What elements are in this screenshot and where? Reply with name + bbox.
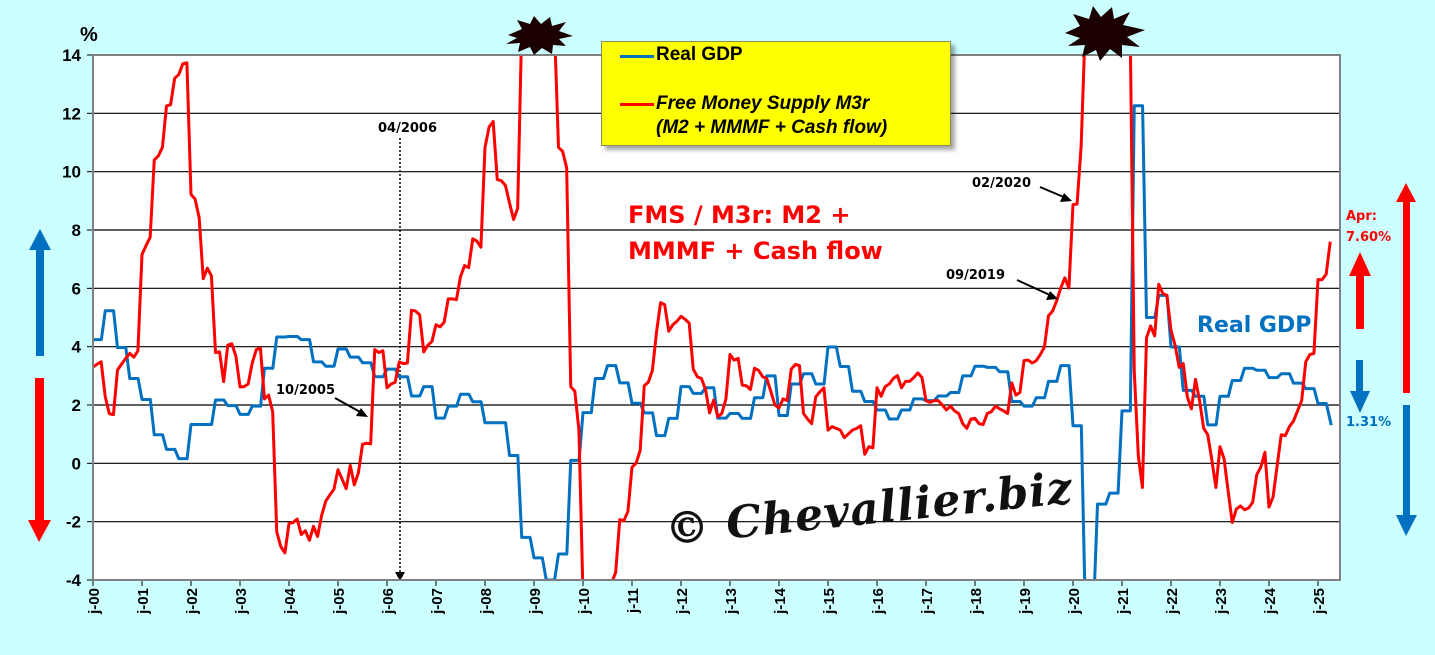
x-tick-label: j-02	[184, 588, 201, 615]
annotation-arrow-10-2005	[334, 397, 368, 417]
legend-label-real-gdp: Real GDP	[656, 44, 743, 65]
right-blue-down-arrow-icon	[1350, 360, 1370, 413]
x-tick-label: j-06	[380, 588, 397, 615]
x-tick-label: j-24	[1262, 587, 1279, 615]
y-tick-label: 6	[72, 279, 81, 298]
legend-swatch-blue	[620, 55, 654, 58]
y-tick-label: 2	[72, 396, 81, 415]
explosion-icon	[1065, 6, 1145, 61]
x-tick-label: j-25	[1311, 588, 1328, 615]
y-tick-label: 14	[62, 46, 81, 65]
left-blue-up-arrow-icon	[29, 229, 51, 356]
annotation-02-2020: 02/2020	[972, 176, 1032, 191]
x-tick-label: j-04	[282, 587, 299, 615]
x-tick-label: j-13	[723, 588, 740, 615]
legend-label-fms-line1: Free Money Supply M3r	[656, 93, 870, 114]
x-tick-label: j-11	[625, 588, 642, 614]
legend-item-fms: Free Money Supply M3r (M2 + MMMF + Cash …	[620, 92, 887, 140]
x-tick-label: j-20	[1066, 588, 1083, 615]
x-tick-label: j-08	[478, 588, 495, 615]
x-tick-label: j-16	[870, 588, 887, 615]
x-tick-label: j-12	[674, 588, 691, 615]
y-tick-label: 0	[72, 454, 81, 473]
fms-last-month: Apr:	[1346, 209, 1377, 224]
y-axis-unit-label: %	[80, 24, 98, 46]
gdp-title-annotation: Real GDP	[1197, 313, 1312, 338]
annotation-09-2019: 09/2019	[946, 268, 1006, 283]
fms-title-annotation: FMS / M3r: M2 + MMMF + Cash flow	[628, 197, 883, 269]
x-tick-label: j-19	[1017, 588, 1034, 615]
y-tick-label: -2	[66, 513, 81, 532]
x-tick-label: j-23	[1213, 588, 1230, 615]
x-tick-label: j-14	[772, 587, 789, 615]
far-right-blue-down-arrow-icon	[1396, 405, 1417, 536]
y-tick-label: 12	[62, 104, 81, 123]
x-tick-label: j-21	[1115, 588, 1132, 615]
x-tick-label: j-22	[1164, 588, 1181, 615]
x-tick-label: j-07	[429, 588, 446, 615]
legend: Real GDP Free Money Supply M3r (M2 + MMM…	[601, 41, 951, 146]
explosion-icon	[506, 16, 573, 55]
annotation-04-2006: 04/2006	[378, 121, 438, 136]
fms-title-line2: MMMF + Cash flow	[628, 237, 883, 265]
legend-item-real-gdp: Real GDP	[620, 44, 743, 66]
y-tick-label: 10	[62, 163, 81, 182]
annotation-arrow-09-2019	[1016, 279, 1058, 300]
gdp-last-value-label: 1.31%	[1346, 415, 1392, 430]
y-tick-label: 4	[72, 338, 82, 357]
x-tick-label: j-01	[135, 588, 152, 615]
fms-last-value-label: Apr: 7.60%	[1346, 206, 1391, 248]
right-red-up-arrow-icon	[1349, 252, 1371, 329]
x-axis-ticks: j-00 j-01 j-02 j-03 j-04 j-05 j-06 j-07 j-08 j-09…	[86, 580, 1328, 615]
x-tick-label: j-17	[919, 588, 936, 615]
x-tick-label: j-09	[527, 588, 544, 615]
x-tick-label: j-00	[86, 588, 103, 615]
fms-title-line1: FMS / M3r: M2 +	[628, 201, 851, 229]
y-axis-ticks: 14 12 10 8 6 4 2 0 -2 -4	[62, 46, 93, 590]
y-tick-label: 8	[72, 221, 81, 240]
legend-label-fms-line2: (M2 + MMMF + Cash flow)	[656, 117, 888, 138]
series-line-real-gdp	[93, 104, 1333, 580]
x-tick-label: j-10	[576, 588, 593, 615]
x-tick-label: j-03	[233, 588, 250, 615]
y-tick-label: -4	[66, 571, 82, 590]
left-red-down-arrow-icon	[28, 378, 51, 542]
series-line-free-money-supply	[93, 55, 1332, 580]
x-tick-label: j-18	[968, 588, 985, 615]
annotation-10-2005: 10/2005	[276, 383, 336, 398]
marker-arrowhead-icon	[395, 572, 405, 581]
annotation-arrow-02-2020	[1039, 186, 1072, 202]
x-tick-label: j-15	[821, 588, 838, 615]
legend-swatch-red	[620, 103, 654, 106]
far-right-red-up-arrow-icon	[1396, 183, 1416, 393]
fms-last-value: 7.60%	[1346, 230, 1392, 245]
x-tick-label: j-05	[331, 588, 348, 615]
